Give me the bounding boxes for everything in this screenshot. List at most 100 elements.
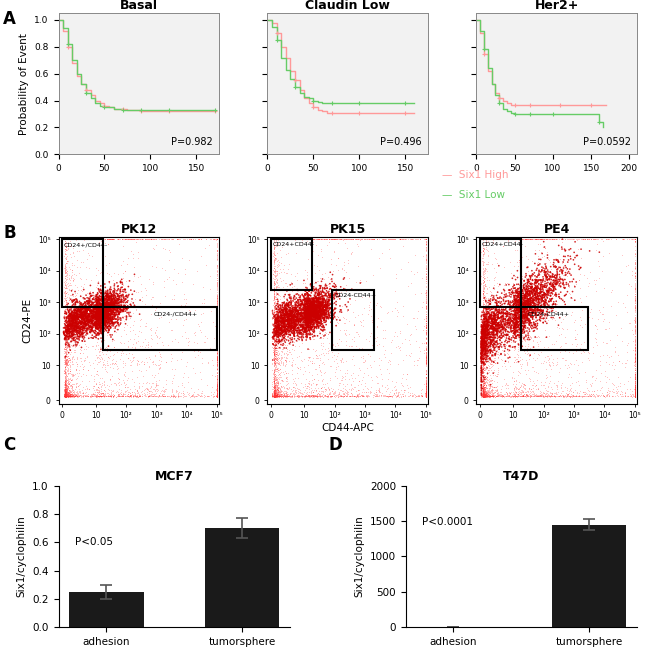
Point [81, 381, 92, 391]
Point [490, 323, 501, 334]
Point [281, 323, 292, 334]
Point [287, 353, 297, 364]
Point [83, 391, 93, 402]
Point [102, 302, 112, 312]
Point [270, 336, 280, 346]
Point [543, 290, 553, 300]
Point [313, 391, 323, 401]
Point [369, 356, 379, 366]
Point [272, 358, 283, 368]
Point [142, 383, 152, 394]
Point [482, 313, 492, 323]
Point [103, 300, 113, 311]
Point [94, 267, 105, 278]
Point [339, 387, 349, 398]
Point [283, 313, 293, 323]
Point [68, 341, 79, 351]
Point [476, 327, 487, 337]
Point [514, 292, 524, 302]
Point [496, 333, 506, 343]
Point [178, 390, 188, 401]
Point [480, 302, 491, 313]
Point [309, 312, 319, 323]
Point [274, 321, 284, 332]
Point [526, 282, 536, 292]
Point [484, 308, 495, 319]
Point [482, 391, 492, 401]
Point [169, 263, 179, 274]
Point [61, 234, 72, 244]
Point [279, 315, 289, 326]
Point [62, 330, 72, 341]
Point [346, 284, 357, 294]
Point [88, 290, 99, 300]
Point [492, 327, 502, 337]
Point [269, 284, 280, 295]
Point [590, 286, 601, 296]
Point [411, 360, 422, 370]
Point [75, 379, 86, 389]
Point [72, 322, 83, 333]
Point [478, 370, 488, 381]
Point [270, 270, 281, 280]
Point [525, 391, 536, 402]
Point [304, 296, 314, 307]
Point [271, 317, 281, 328]
Point [60, 379, 71, 389]
Point [101, 311, 112, 321]
Point [525, 321, 536, 332]
Point [148, 391, 158, 402]
Point [60, 391, 70, 401]
Point [421, 312, 431, 322]
Point [270, 249, 280, 260]
Point [271, 345, 281, 355]
Point [513, 390, 523, 401]
Point [489, 338, 499, 348]
Point [269, 234, 280, 244]
Point [517, 354, 527, 364]
Point [495, 323, 505, 334]
Point [60, 238, 71, 248]
Point [540, 284, 551, 294]
Point [629, 259, 640, 269]
Point [367, 234, 377, 244]
Point [66, 391, 76, 402]
Point [316, 300, 326, 310]
Point [531, 293, 541, 304]
Point [212, 279, 222, 290]
Point [495, 312, 506, 323]
Point [363, 234, 374, 244]
Point [500, 303, 511, 313]
Point [296, 321, 306, 331]
Point [267, 391, 278, 402]
Point [545, 387, 555, 398]
Point [69, 391, 79, 401]
Point [205, 271, 216, 282]
Point [271, 349, 281, 360]
Point [543, 265, 553, 275]
Point [281, 387, 291, 398]
Point [490, 317, 501, 327]
Point [168, 391, 178, 402]
Point [96, 307, 107, 317]
Point [107, 350, 118, 360]
Point [81, 313, 92, 323]
Point [287, 234, 298, 244]
Point [481, 326, 491, 337]
Point [629, 384, 640, 395]
Point [287, 286, 297, 297]
Point [488, 391, 499, 401]
Point [162, 234, 172, 244]
Title: T47D: T47D [503, 471, 540, 483]
Point [212, 354, 222, 365]
Point [337, 391, 347, 401]
Point [289, 323, 299, 333]
Point [269, 349, 280, 360]
Point [538, 263, 549, 273]
Point [528, 285, 539, 296]
Point [60, 389, 70, 399]
Point [476, 352, 487, 363]
Point [285, 297, 295, 308]
Point [109, 313, 119, 323]
Point [92, 318, 103, 329]
